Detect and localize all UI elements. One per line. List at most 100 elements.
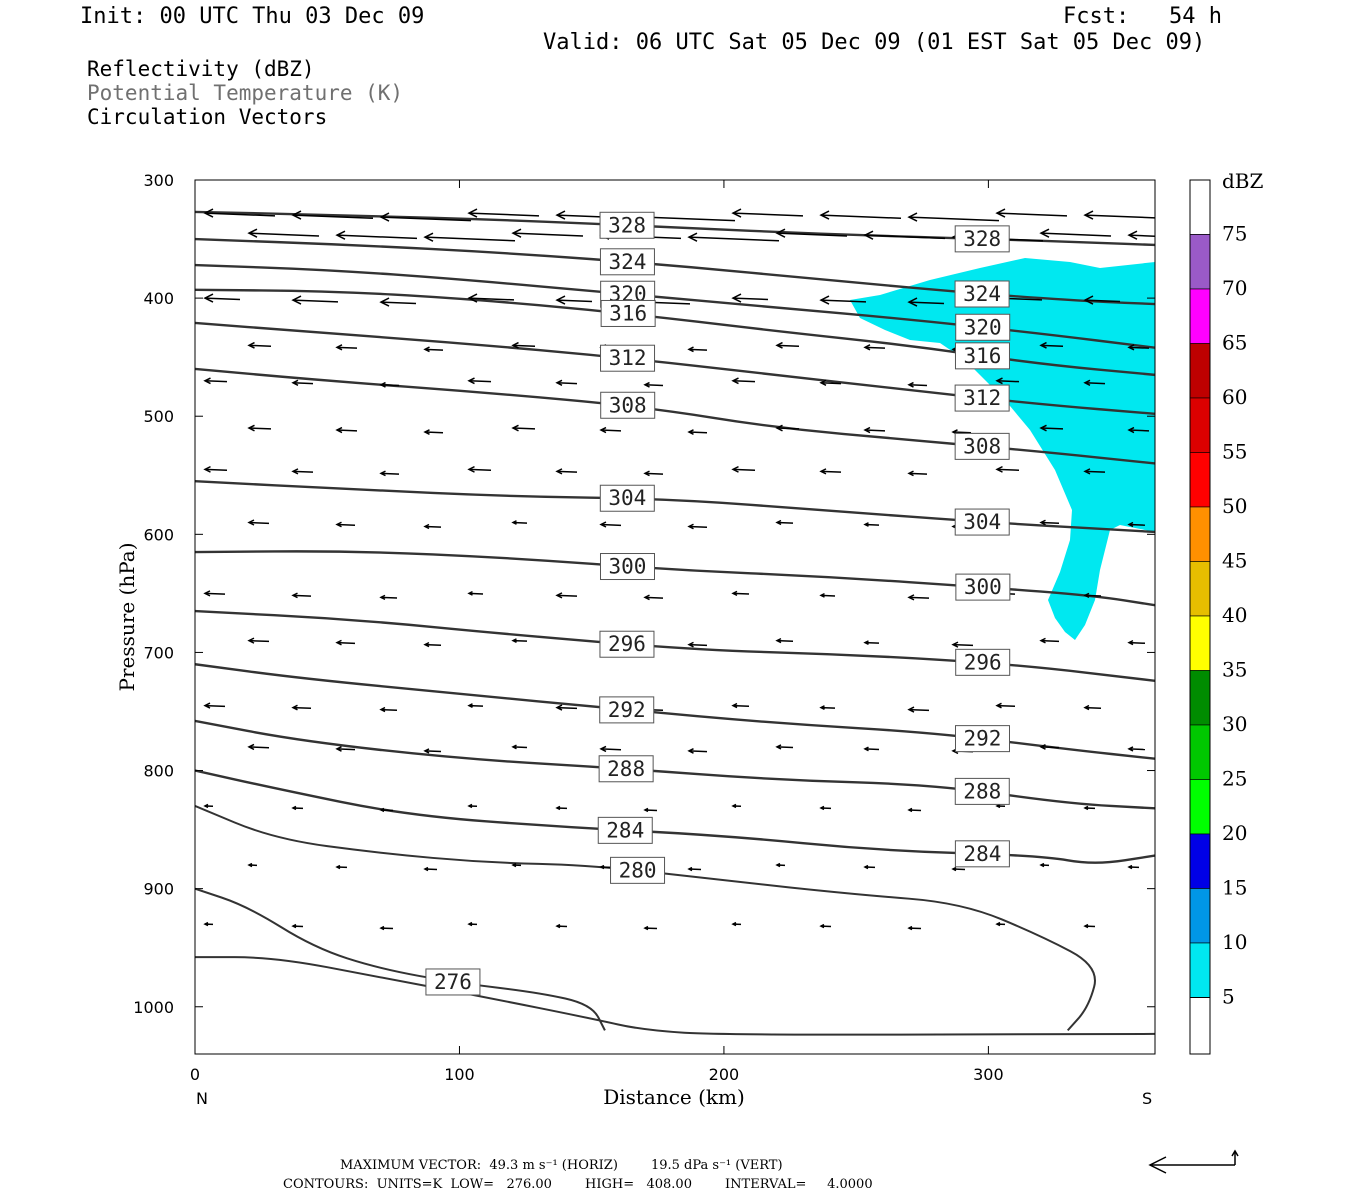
contour-label-box: [599, 211, 655, 239]
vector-arrow: [291, 210, 374, 220]
contours-info: CONTOURS: UNITS=K LOW= 276.00 HIGH= 408.…: [283, 1177, 873, 1192]
vector-arrow: [775, 424, 800, 432]
contour-label: 292: [964, 727, 1002, 751]
vector-arrow: [819, 468, 842, 475]
vector-arrow: [687, 523, 708, 530]
contour-label-box: [599, 484, 655, 512]
contour-label: 296: [964, 650, 1002, 674]
colorbar-label: 75: [1222, 222, 1247, 246]
vector-arrow: [291, 923, 304, 929]
contour-label-box: [600, 299, 656, 327]
y-axis-title: Pressure (hPa): [115, 543, 139, 692]
reference-vector-icon: [1148, 1149, 1239, 1174]
colorbar-label: 40: [1222, 603, 1247, 627]
colorbar-segment: [1189, 670, 1211, 726]
legend-circulation-vectors: Circulation Vectors: [87, 105, 328, 129]
vector-arrow: [247, 862, 258, 868]
vector-arrow: [1127, 639, 1146, 646]
colorbar-label: 60: [1222, 385, 1247, 409]
vector-arrow: [1039, 228, 1112, 238]
colorbar-segment: [1189, 506, 1211, 562]
contour-label-box: [954, 432, 1010, 460]
contour-label-box: [599, 248, 655, 276]
colorbar-label: 70: [1222, 276, 1247, 300]
colorbar-frame: [1189, 179, 1211, 1055]
contour-label: 292: [608, 698, 646, 722]
vector-arrow: [863, 230, 946, 240]
contour-label-box: [599, 696, 655, 724]
init-time: Init: 00 UTC Thu 03 Dec 09: [80, 4, 425, 29]
colorbar-segment: [1189, 452, 1211, 508]
vector-arrow: [1127, 521, 1146, 528]
vector-arrow: [907, 594, 930, 601]
contour-label-box: [954, 225, 1010, 253]
vector-arrow: [1039, 519, 1060, 526]
contour-label-box: [955, 648, 1011, 676]
vector-arrow: [687, 866, 702, 872]
vector-arrow: [247, 519, 270, 526]
vector-arrow: [1083, 210, 1155, 220]
vector-arrow: [379, 594, 398, 601]
contour-label: 300: [964, 575, 1002, 599]
contour-label: 316: [964, 344, 1002, 368]
x-end-north: N: [196, 1089, 208, 1108]
contour-label: 312: [609, 346, 647, 370]
contour-label: 280: [619, 858, 657, 882]
vector-arrow: [467, 590, 484, 596]
vector-arrow: [995, 702, 1016, 709]
vector-arrow: [863, 344, 886, 351]
vector-arrow: [467, 293, 515, 303]
contour-label: 288: [607, 757, 645, 781]
vector-arrow: [379, 807, 394, 813]
vector-arrow: [291, 379, 314, 386]
vector-arrow: [335, 745, 356, 752]
y-tick-label: 400: [143, 289, 174, 308]
vector-arrow: [599, 745, 622, 753]
vector-arrow: [291, 468, 314, 475]
vector-arrow: [731, 377, 756, 385]
vector-arrow: [555, 704, 578, 711]
vector-arrow: [247, 743, 270, 751]
contour-label: 312: [963, 386, 1001, 410]
contour-label-box: [955, 313, 1011, 341]
theta-contour: [195, 719, 1155, 810]
y-tick-label: 900: [143, 880, 174, 899]
vector-arrow: [467, 377, 492, 385]
theta-contour: [195, 887, 606, 1031]
vector-arrow: [423, 866, 438, 872]
contour-label-box: [599, 553, 655, 581]
vector-arrow: [687, 346, 708, 353]
legend-reflectivity: Reflectivity (dBZ): [87, 57, 315, 81]
vector-arrow: [511, 424, 536, 432]
y-tick-label: 1000: [133, 998, 174, 1017]
contour-label: 288: [963, 779, 1001, 803]
vector-arrow: [643, 212, 736, 222]
vector-arrow: [291, 592, 312, 599]
vector-arrow: [599, 864, 612, 870]
vector-arrow: [819, 379, 842, 386]
vector-arrow: [1127, 426, 1150, 434]
reflectivity-shading: [850, 258, 1155, 640]
vector-arrow: [1083, 379, 1106, 386]
colorbar-label: 50: [1222, 494, 1247, 518]
vector-arrow: [203, 921, 214, 927]
x-end-south: S: [1142, 1089, 1152, 1108]
vector-arrow: [995, 377, 1020, 385]
vector-arrow: [247, 341, 272, 349]
vector-arrow: [731, 590, 750, 597]
vector-arrow: [643, 594, 664, 601]
contour-label: 276: [434, 970, 472, 994]
vector-arrow: [379, 212, 472, 222]
contour-label: 296: [608, 632, 646, 656]
plot-frame: [194, 179, 1156, 1055]
y-tick-label: 700: [143, 643, 174, 662]
vector-arrow: [907, 807, 922, 813]
colorbar-label: 65: [1222, 331, 1247, 355]
vector-arrow: [511, 228, 584, 238]
vector-arrow: [1083, 592, 1102, 599]
vector-arrow: [731, 465, 756, 473]
contour-label-box: [955, 573, 1011, 601]
contour-label-box: [610, 856, 666, 884]
vector-arrow: [379, 470, 400, 477]
vector-arrow: [1039, 341, 1064, 349]
